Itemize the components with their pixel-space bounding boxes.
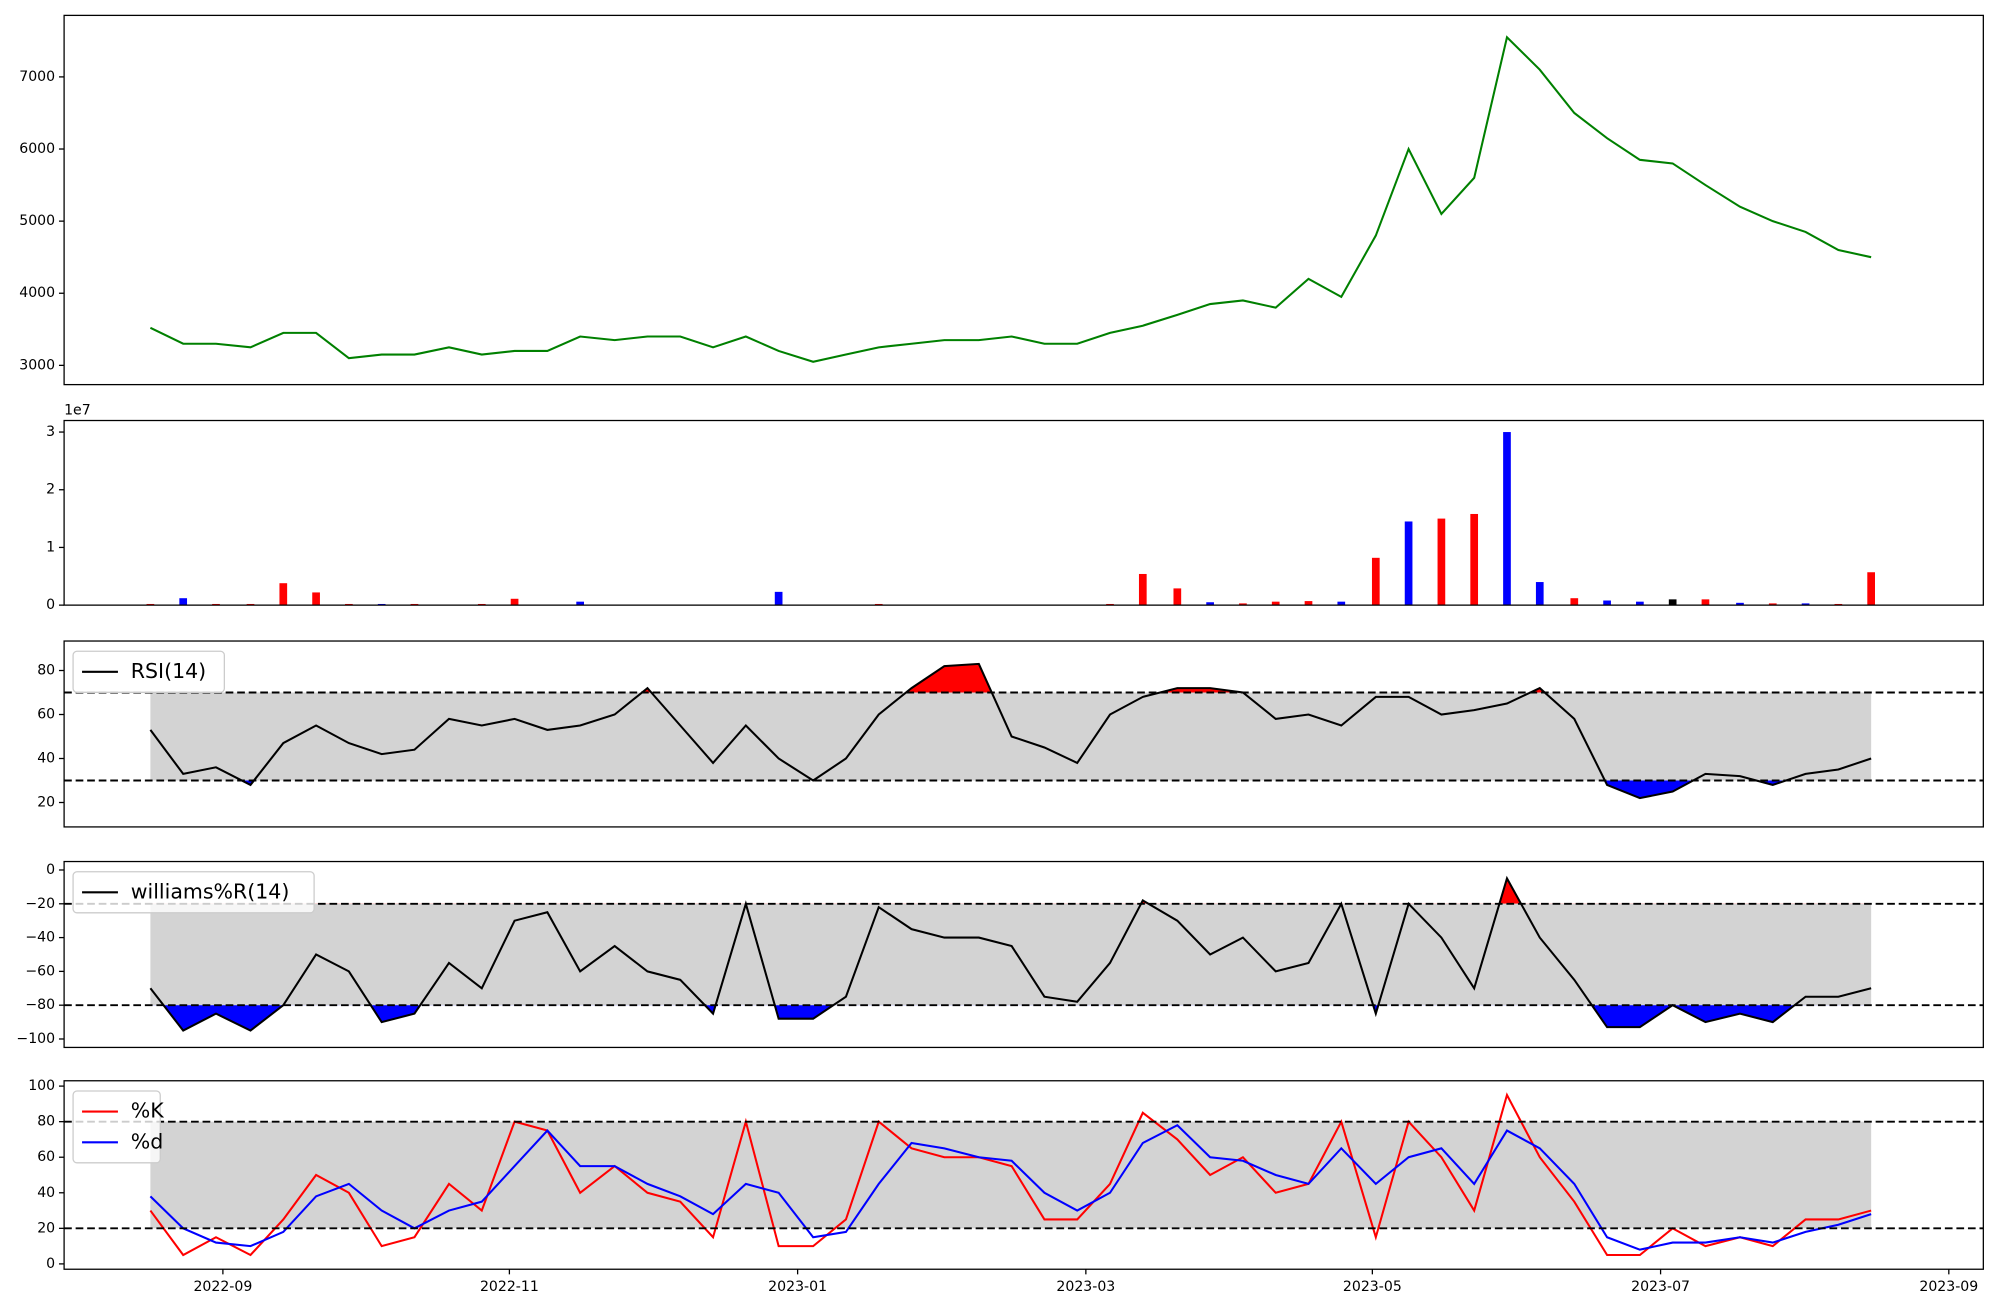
y-tick-label: −20: [25, 896, 55, 912]
plot-frame: [63, 419, 1984, 606]
bar: [774, 591, 783, 606]
bar: [1503, 432, 1511, 606]
oversold-fill: [150, 1005, 1872, 1031]
bar: [576, 601, 585, 606]
bar: [1271, 601, 1280, 606]
x-tick-label: 2023-03: [1056, 1279, 1115, 1295]
y-tick-label: −100: [16, 1031, 55, 1047]
bar: [1206, 602, 1214, 606]
y-tick-label: 4000: [19, 285, 55, 301]
y-tick-label: 20: [37, 795, 55, 811]
y-tick-label: 100: [28, 1078, 55, 1094]
series-line: [149, 662, 1872, 800]
band-fill: [150, 903, 1872, 1006]
y-tick-label: 3: [46, 424, 55, 440]
bar: [1470, 513, 1479, 606]
bar: [1337, 601, 1346, 606]
series-line: [149, 1092, 1872, 1257]
bar: [1603, 600, 1611, 606]
y-tick-label: −60: [25, 963, 55, 979]
bar: [1371, 557, 1380, 606]
bar: [1636, 601, 1644, 606]
bar: [1701, 599, 1710, 606]
y-tick-label: 1: [46, 539, 55, 555]
y-tick-label: 80: [37, 663, 55, 679]
x-tick-label: 2023-07: [1631, 1279, 1690, 1295]
bar: [1768, 603, 1777, 606]
series-line: [149, 35, 1872, 363]
y-tick-label: 60: [37, 707, 55, 723]
bar: [312, 592, 320, 606]
x-tick-label: 2023-05: [1343, 1279, 1402, 1295]
legend: williams%R(14): [72, 871, 315, 914]
legend-label: RSI(14): [131, 659, 206, 683]
plot-frame: [63, 14, 1984, 386]
bar: [1867, 572, 1875, 606]
bar: [1138, 573, 1147, 606]
bar: [1404, 521, 1413, 606]
panel: −100 −80 −60 −40 −20 0 williams%R(14): [16, 860, 1984, 1049]
y-tick-label: 2: [46, 482, 55, 498]
legend: RSI(14): [72, 650, 225, 693]
series-line: [149, 875, 1872, 1032]
legend-box: [72, 1090, 161, 1164]
legend-label: williams%R(14): [131, 879, 290, 903]
legend-box: [72, 871, 315, 914]
x-tick-label: 2022-11: [480, 1279, 539, 1295]
y-tick-label: 0: [46, 597, 55, 613]
bar: [1535, 582, 1544, 606]
y-tick-label: 40: [37, 1185, 55, 1201]
bar: [1570, 598, 1579, 606]
y-tick-label: 6000: [19, 141, 55, 157]
panel: 20 40 60 80 RSI(14): [37, 640, 1984, 828]
plot-frame: [63, 860, 1984, 1049]
bar: [1736, 602, 1744, 606]
bar: [179, 598, 188, 606]
bar: [510, 598, 519, 606]
x-tick-label: 2023-09: [1919, 1279, 1978, 1295]
y-tick-label: 20: [37, 1220, 55, 1236]
bar: [1239, 603, 1247, 606]
legend: %K %d: [72, 1090, 164, 1164]
plot-frame: [63, 1080, 1984, 1270]
y-tick-label: 40: [37, 751, 55, 767]
y-tick-label: 5000: [19, 213, 55, 229]
bar: [1304, 601, 1313, 606]
y-tick-label: 0: [46, 862, 55, 878]
bar: [1801, 603, 1810, 606]
y-tick-label: −80: [25, 997, 55, 1013]
y-tick-label: 3000: [19, 357, 55, 373]
x-tick-label: 2023-01: [768, 1279, 827, 1295]
x-tick-label: 2022-09: [193, 1279, 252, 1295]
band-fill: [150, 1121, 1872, 1229]
bar: [279, 583, 288, 606]
bar: [1173, 588, 1182, 606]
axis-offset: 1e7: [64, 402, 91, 418]
y-tick-label: 7000: [19, 69, 55, 85]
panel: 3000 4000 5000 6000 7000: [19, 14, 1984, 386]
plot-frame: [63, 640, 1984, 828]
legend-label: %d: [131, 1129, 164, 1153]
y-tick-label: −40: [25, 930, 55, 946]
legend-box: [72, 650, 225, 693]
y-tick-label: 60: [37, 1149, 55, 1165]
series-line: [149, 1123, 1872, 1251]
bar: [1437, 518, 1446, 606]
panel: 0 1 2 3 1e7: [46, 402, 1984, 613]
legend-label: %K: [131, 1099, 164, 1123]
y-tick-label: 80: [37, 1114, 55, 1130]
bar: [1668, 599, 1677, 606]
panel: 0 20 40 60 80 100 2022-09 2022-11 2023-01 2023-03…: [28, 1078, 1984, 1295]
y-tick-label: 0: [46, 1256, 55, 1272]
